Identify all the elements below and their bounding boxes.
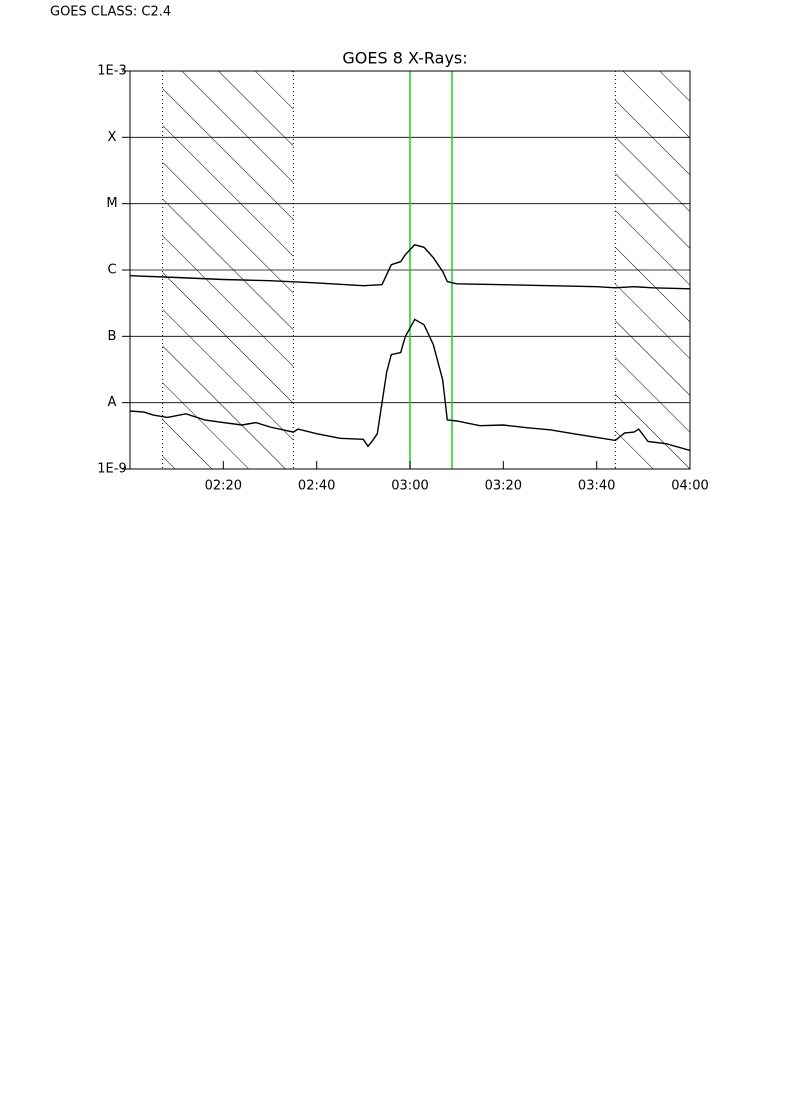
series-line: [130, 318, 690, 452]
y-tick-label: B: [108, 329, 117, 344]
x-tick-label: 03:40: [578, 479, 615, 494]
series-line: [130, 244, 690, 290]
x-tick-label: 02:40: [298, 479, 335, 494]
x-tick-label: 02:20: [205, 479, 242, 494]
y-tick-label: A: [108, 395, 117, 410]
y-tick-label: 1E-9: [97, 462, 126, 477]
x-tick-label: 03:20: [485, 479, 522, 494]
plot-area: [130, 71, 690, 469]
x-tick-label: 04:00: [671, 479, 708, 494]
y-tick-label: M: [106, 196, 117, 211]
chart-title: GOES 8 X-Rays:: [342, 49, 467, 68]
y-tick-label: 1E-3: [97, 64, 126, 79]
y-tick-label: X: [108, 130, 117, 145]
goes-class: GOES CLASS: C2.4: [50, 5, 171, 20]
x-tick-label: 03:00: [391, 479, 428, 494]
y-tick-label: C: [107, 263, 116, 278]
